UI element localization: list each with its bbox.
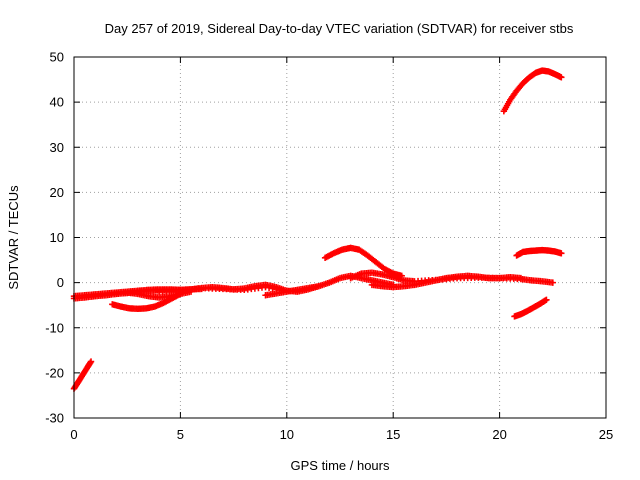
x-tick-label: 20 bbox=[492, 427, 506, 442]
y-tick-label: -20 bbox=[45, 365, 64, 380]
data-marks bbox=[70, 67, 565, 392]
series-arc-7 bbox=[262, 283, 322, 299]
plot-frame bbox=[73, 56, 607, 419]
x-tick-label: 25 bbox=[599, 427, 613, 442]
x-tick-label: 5 bbox=[177, 427, 184, 442]
series-arc-5 bbox=[124, 288, 195, 301]
data-point bbox=[558, 74, 565, 81]
y-tick-label: 30 bbox=[50, 140, 64, 155]
y-axis-label: SDTVAR / TECUs bbox=[6, 185, 21, 290]
data-point bbox=[315, 283, 322, 290]
series-arc-10 bbox=[368, 272, 525, 291]
data-point bbox=[549, 279, 556, 286]
y-tick-label: 40 bbox=[50, 95, 64, 110]
data-point bbox=[517, 274, 525, 282]
y-tick-label: 20 bbox=[50, 185, 64, 200]
chart-title: Day 257 of 2019, Sidereal Day-to-day VTE… bbox=[105, 21, 574, 36]
series-arc-11 bbox=[500, 67, 565, 115]
x-tick-label: 15 bbox=[386, 427, 400, 442]
data-point bbox=[558, 250, 565, 257]
y-tick-label: -10 bbox=[45, 320, 64, 335]
x-tick-label: 10 bbox=[280, 427, 294, 442]
grid bbox=[74, 57, 606, 418]
y-tick-label: 50 bbox=[50, 50, 64, 65]
data-point bbox=[543, 296, 550, 303]
y-tick-label: 0 bbox=[57, 275, 64, 290]
x-tick-label: 0 bbox=[70, 427, 77, 442]
data-point bbox=[87, 358, 95, 365]
series-arc-13 bbox=[511, 296, 550, 320]
series-arc-12 bbox=[513, 246, 565, 259]
y-tick-label: 10 bbox=[50, 230, 64, 245]
axis-ticks: 0 5 10 15 20 25 -30 -20 -10 0 10 20 30 40 50 bbox=[45, 50, 613, 443]
y-tick-label: -30 bbox=[45, 411, 64, 426]
x-axis-label: GPS time / hours bbox=[291, 458, 390, 473]
